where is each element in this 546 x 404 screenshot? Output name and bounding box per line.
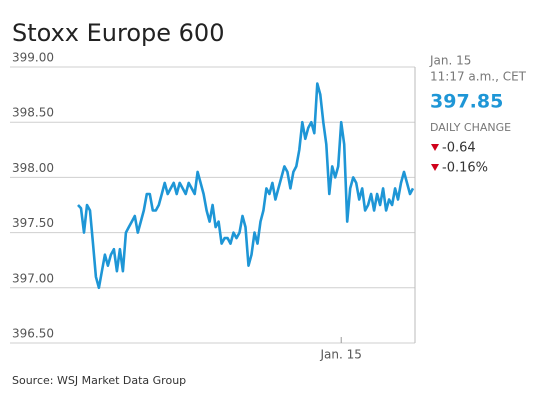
info-change-pct: -0.16% [442,161,488,176]
y-tick-label: 397.50 [12,216,54,230]
down-arrow [431,144,439,151]
source: Source: WSJ Market Data Group [12,374,186,387]
y-tick-label: 399.00 [12,51,54,65]
info-change: -0.64 [442,141,476,156]
info-price: 397.85 [430,91,503,113]
info-change-title: DAILY CHANGE [430,121,511,134]
x-tick-label: Jan. 15 [320,348,362,362]
y-tick-label: 398.50 [12,106,54,120]
y-tick-label: 398.00 [12,161,54,175]
info-time: 11:17 a.m., CET [430,70,527,84]
y-tick-label: 397.00 [12,271,54,285]
price-line [77,82,415,290]
info-date: Jan. 15 [429,54,471,68]
y-tick-label: 396.50 [12,327,54,341]
down-arrow [431,164,439,171]
chart-title: Stoxx Europe 600 [12,19,224,47]
